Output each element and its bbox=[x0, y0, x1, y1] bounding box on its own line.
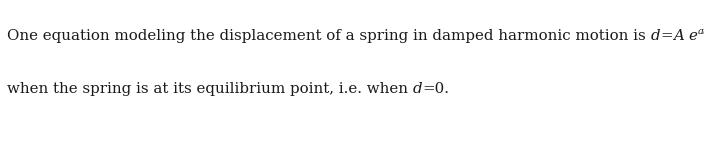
Text: =: = bbox=[660, 29, 673, 43]
Text: A: A bbox=[673, 29, 684, 43]
Text: d: d bbox=[413, 82, 422, 96]
Text: One equation modeling the displacement of a spring in damped harmonic motion is: One equation modeling the displacement o… bbox=[7, 29, 650, 43]
Text: =0.: =0. bbox=[422, 82, 449, 96]
Text: when the spring is at its equilibrium point, i.e. when: when the spring is at its equilibrium po… bbox=[7, 82, 413, 96]
Text: at: at bbox=[697, 27, 704, 36]
Text: d: d bbox=[650, 29, 660, 43]
Text: e: e bbox=[689, 29, 697, 43]
